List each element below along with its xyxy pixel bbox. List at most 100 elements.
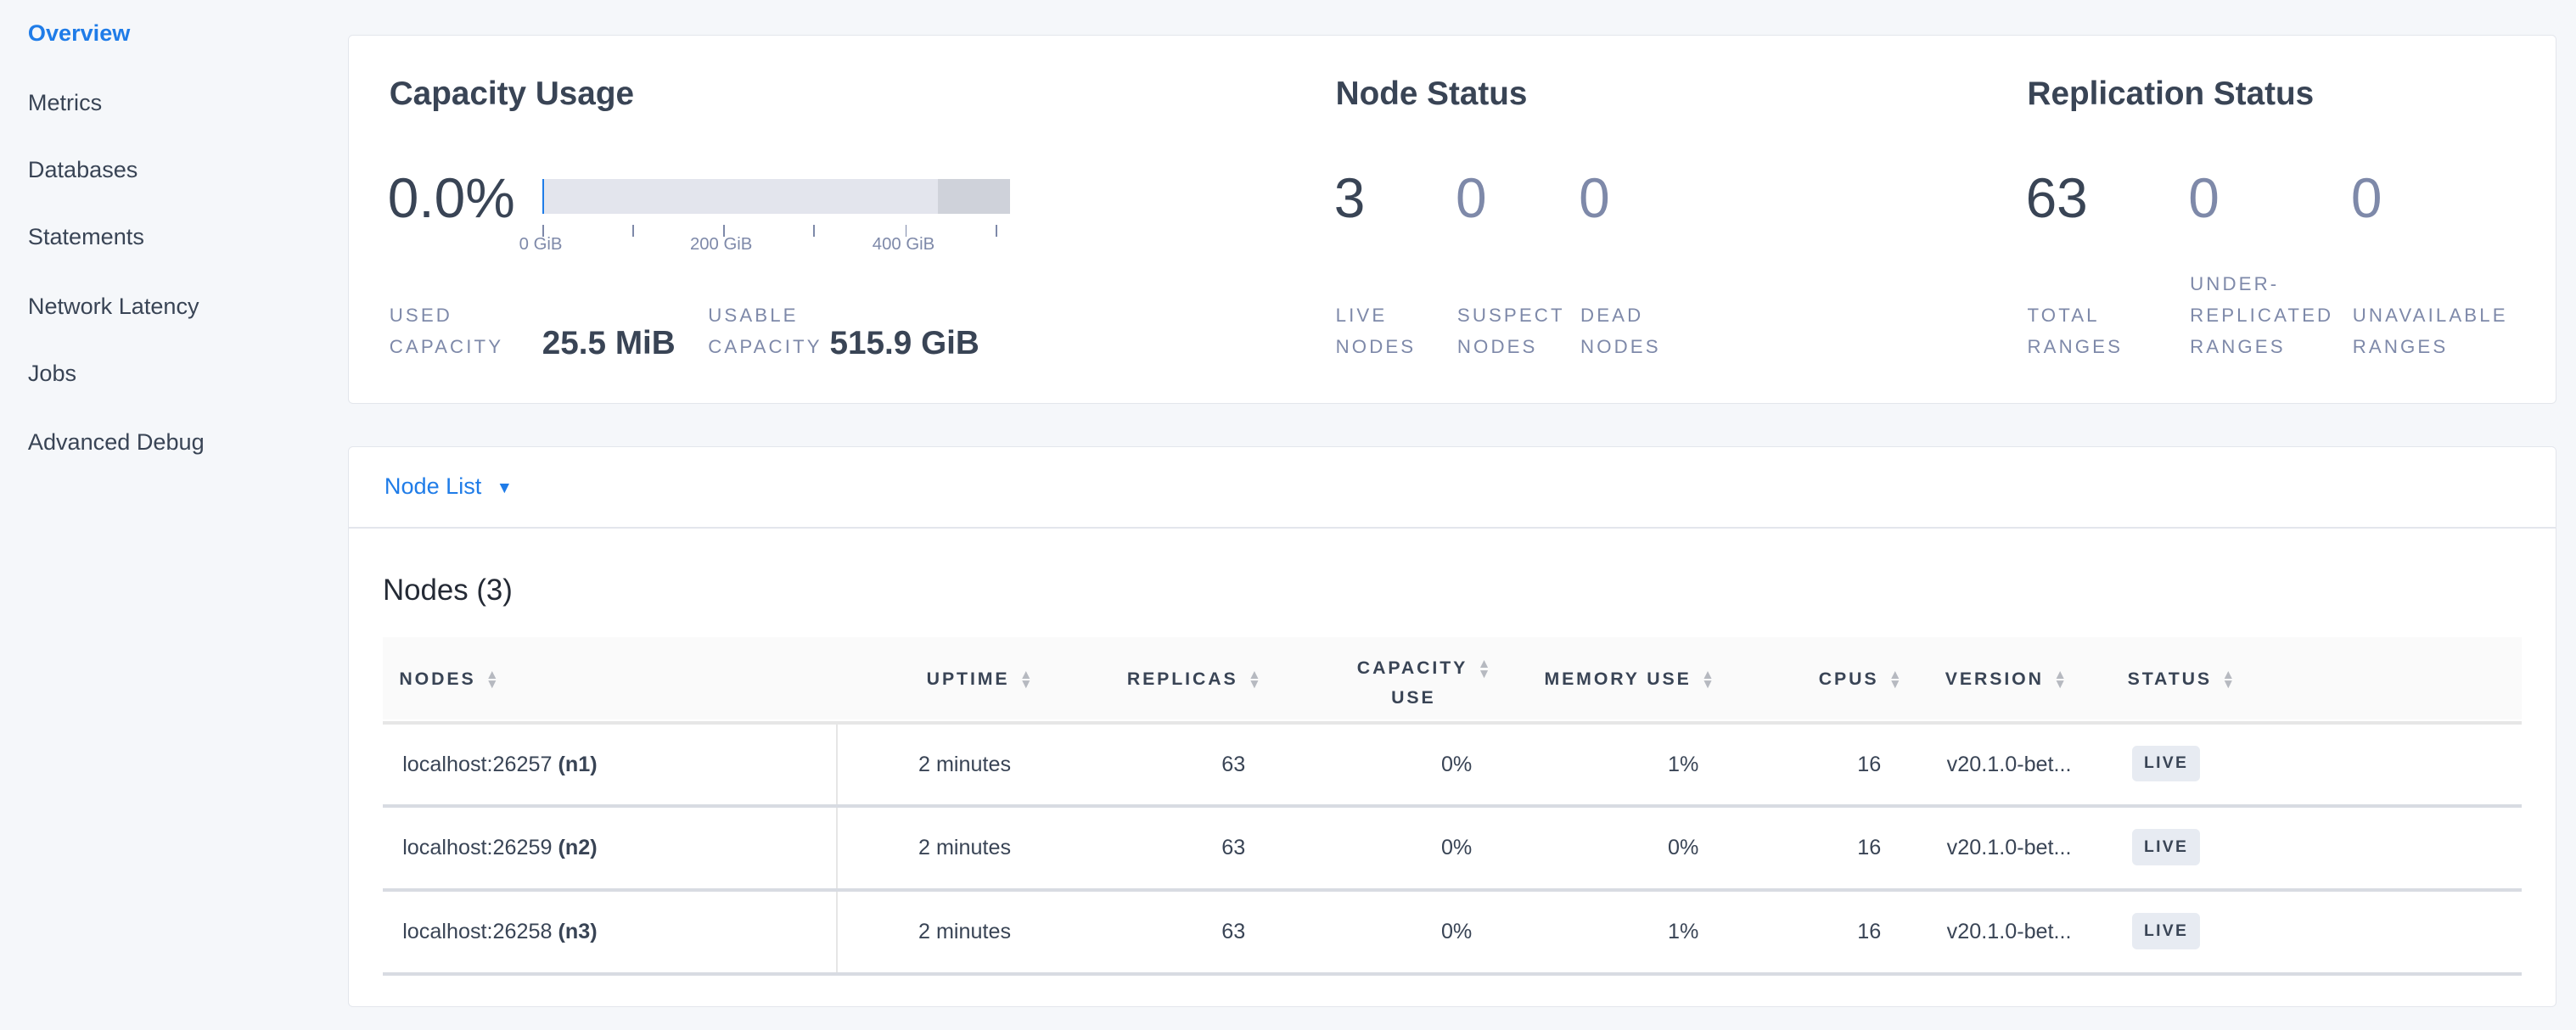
tick-label: 200 GiB [689,234,753,254]
total-ranges-label: TOTAL RANGES [2028,300,2124,363]
node-status-title: Node Status [1335,76,1528,113]
suspect-nodes-count: 0 [1455,166,1487,230]
uptime-cell: 2 minutes [918,752,1012,776]
column-header-memory-use[interactable]: MEMORY USE ▲ ▼ [1544,667,1717,692]
sidebar-item-metrics[interactable]: Metrics [27,88,103,115]
tick [995,225,997,237]
label-text: CAPACITY [1356,658,1468,679]
node-name-cell[interactable]: localhost:26257 (n1) [402,753,597,777]
live-nodes-label: LIVE NODES [1336,300,1417,363]
label-line: CAPACITY [389,335,504,357]
divider [382,804,2523,809]
capacity-bar-used [542,178,544,214]
divider [382,720,2523,725]
sort-icon: ▲ ▼ [1477,657,1494,681]
total-ranges-count: 63 [2025,166,2088,230]
label-text: VERSION [1945,668,2044,689]
capacity-use-cell: 0% [1440,919,1473,943]
cpus-cell: 16 [1857,836,1882,860]
unavailable-ranges-label: UNAVAILABLE RANGES [2353,300,2508,363]
sidebar-item-jobs[interactable]: Jobs [27,359,77,386]
label-line: LIVE [1335,305,1388,327]
caret-down-icon: ▼ [496,478,513,497]
divider [382,888,2523,893]
label-line: TOTAL [2027,305,2100,327]
memory-use-cell: 1% [1668,752,1699,776]
capacity-use-cell: 0% [1440,752,1473,776]
status-badge: LIVE [2132,745,2200,782]
node-name-cell[interactable]: localhost:26259 (n2) [402,836,597,860]
tick [813,225,816,237]
label-line: UNDER- [2190,273,2280,295]
sidebar-item-advanced-debug[interactable]: Advanced Debug [27,428,205,456]
sort-icon: ▲ ▼ [1248,667,1264,692]
label-text: STATUS [2127,668,2212,689]
uptime-cell: 2 minutes [918,836,1012,860]
usable-capacity-value: 515.9 GiB [829,325,979,362]
used-capacity-value: 25.5 MiB [542,325,676,362]
divider [382,971,2523,976]
label-text: localhost:26259 [402,836,553,860]
under-replicated-label: UNDER- REPLICATED RANGES [2190,269,2333,362]
label-text: CPUS [1818,668,1879,689]
memory-use-cell: 0% [1668,836,1699,860]
label-line: RANGES [2190,336,2286,357]
label-text: (n3) [558,919,598,943]
table-header [382,637,2523,719]
status-badge: LIVE [2132,913,2200,949]
column-header-capacity-use[interactable]: CAPACITY ▲ ▼ USE [1357,653,1493,713]
label-line: NODES [1335,335,1417,357]
under-replicated-count: 0 [2188,166,2220,230]
cluster-summary-card [348,34,2556,405]
sort-icon: ▲ ▼ [1701,667,1717,692]
label-line: UNAVAILABLE [2352,305,2508,327]
tick [632,225,635,237]
replicas-cell: 63 [1221,752,1246,776]
label-line: NODES [1580,335,1661,357]
live-nodes-count: 3 [1333,166,1366,230]
label-text: UPTIME [926,668,1010,689]
sidebar-item-network-latency[interactable]: Network Latency [27,292,199,319]
version-cell: v20.1.0-bet... [1946,836,2072,860]
column-header-replicas[interactable]: REPLICAS ▲ ▼ [1126,667,1264,692]
capacity-usage-title: Capacity Usage [389,76,634,113]
label-text: REPLICAS [1126,668,1238,689]
column-header-nodes[interactable]: NODES ▲ ▼ [399,668,501,691]
replicas-cell: 63 [1221,919,1246,943]
version-cell: v20.1.0-bet... [1946,919,2072,943]
dead-nodes-count: 0 [1579,166,1610,230]
sort-icon: ▲ ▼ [1889,667,1905,692]
usable-capacity-label: USABLE CAPACITY [708,300,822,363]
label-text: localhost:26258 [402,919,553,943]
replication-status-title: Replication Status [2027,76,2315,113]
node-name-cell[interactable]: localhost:26258 (n3) [402,920,597,944]
sort-icon: ▲ ▼ [2053,667,2069,692]
label-line: CAPACITY [708,335,822,357]
column-header-cpus[interactable]: CPUS ▲ ▼ [1818,667,1905,692]
node-list-dropdown[interactable]: Node List ▼ [384,473,513,500]
label-line: USABLE [708,305,799,327]
label-line: USED [389,305,452,327]
sidebar-item-statements[interactable]: Statements [27,223,144,250]
suspect-nodes-label: SUSPECT NODES [1457,300,1565,363]
unavailable-ranges-count: 0 [2350,166,2382,230]
column-header-uptime[interactable]: UPTIME ▲ ▼ [926,667,1035,692]
used-capacity-label: USED CAPACITY [390,300,503,363]
sort-icon: ▲ ▼ [1019,667,1035,692]
label-line: DEAD [1580,305,1644,327]
label-line: NODES [1456,335,1538,357]
label-text: USE [1391,687,1436,708]
sidebar-item-overview[interactable]: Overview [27,20,131,47]
column-header-status[interactable]: STATUS ▲ ▼ [2127,668,2237,691]
cpus-cell: 16 [1857,752,1882,776]
column-divider [836,724,839,972]
sidebar-item-databases[interactable]: Databases [27,155,138,182]
label-line: RANGES [2352,335,2449,357]
tick [905,225,907,237]
label-line: REPLICATED [2190,305,2334,327]
tick [542,225,544,237]
label-text: localhost:26257 [402,752,553,776]
capacity-bar [542,178,1011,214]
column-header-version[interactable]: VERSION ▲ ▼ [1945,667,2069,692]
cpus-cell: 16 [1857,919,1882,943]
